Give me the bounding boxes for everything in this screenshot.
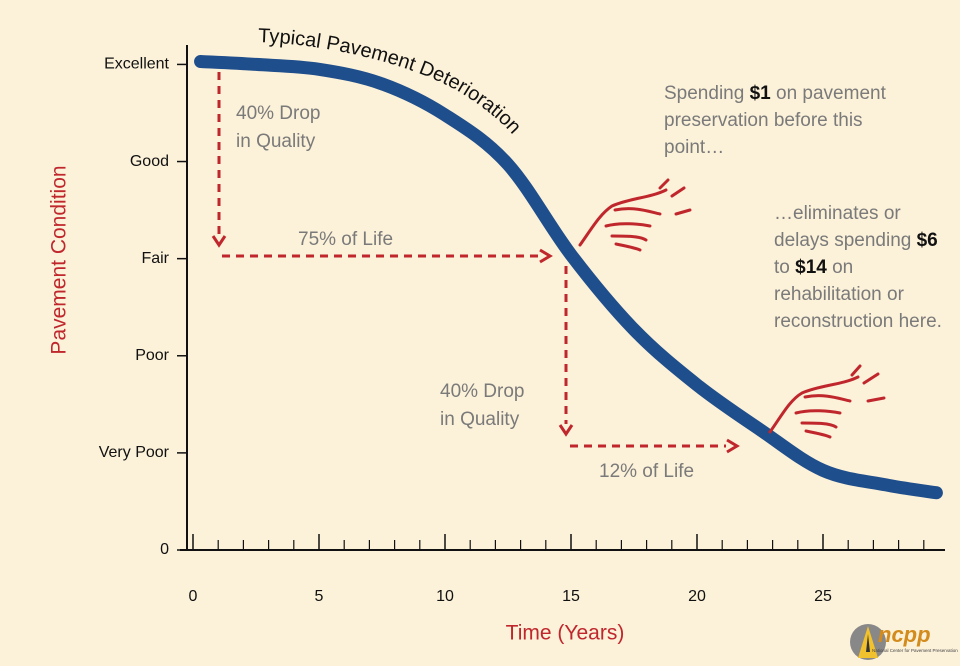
arrow-head bbox=[540, 250, 550, 262]
hand-icon bbox=[770, 366, 884, 437]
y-axis-label: Pavement Condition bbox=[48, 165, 71, 354]
y-tick-label: Poor bbox=[135, 347, 169, 364]
logo-subtext: National Center for Pavement Preservatio… bbox=[872, 648, 958, 653]
logo-text: ncpp bbox=[878, 622, 931, 648]
y-tick-label: Excellent bbox=[104, 56, 169, 73]
annotation: 75% of Life bbox=[298, 228, 393, 252]
annotation: 40% Drop bbox=[440, 380, 525, 404]
y-tick-label: 0 bbox=[160, 541, 169, 558]
x-tick-label: 25 bbox=[814, 588, 832, 605]
annotation-bold: $1 bbox=[750, 83, 771, 104]
annotation: …eliminates or delays spending $6 to $14… bbox=[774, 200, 954, 335]
logo: ncpp National Center for Pavement Preser… bbox=[848, 622, 956, 662]
x-axis-label: Time (Years) bbox=[506, 622, 625, 645]
page: Typical Pavement Deterioration Time (Yea… bbox=[0, 0, 960, 666]
annotation-text: …eliminates or delays spending bbox=[774, 203, 917, 251]
annotation-bold: $6 bbox=[917, 230, 938, 251]
arrow-head bbox=[727, 440, 737, 452]
annotation: Spending $1 on pavement preservation bef… bbox=[664, 80, 924, 161]
x-tick-label: 5 bbox=[315, 588, 324, 605]
annotation-text: to bbox=[774, 257, 795, 278]
x-tick-label: 20 bbox=[688, 588, 706, 605]
annotation: in Quality bbox=[440, 408, 519, 432]
y-tick-label: Very Poor bbox=[99, 444, 170, 461]
annotation: 12% of Life bbox=[599, 460, 694, 484]
annotation: in Quality bbox=[236, 130, 315, 154]
x-tick-label: 0 bbox=[189, 588, 198, 605]
y-tick-label: Good bbox=[130, 153, 169, 170]
x-tick-label: 10 bbox=[436, 588, 454, 605]
x-tick-label: 15 bbox=[562, 588, 580, 605]
y-tick-label: Fair bbox=[141, 250, 169, 267]
annotation-text: Spending bbox=[664, 83, 750, 104]
annotation-bold: $14 bbox=[795, 257, 827, 278]
annotation: 40% Drop bbox=[236, 102, 321, 126]
arrow-head bbox=[213, 236, 225, 245]
hand-icon bbox=[580, 180, 690, 250]
arrow-head bbox=[560, 425, 572, 434]
